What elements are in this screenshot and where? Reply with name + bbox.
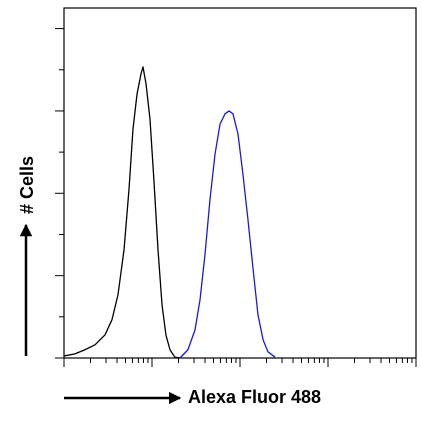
x-axis-label: Alexa Fluor 488 (188, 387, 321, 407)
histogram-line (179, 110, 276, 359)
plot-frame (63, 7, 417, 359)
histogram-line (63, 66, 181, 359)
y-axis-label: # Cells (17, 156, 37, 214)
